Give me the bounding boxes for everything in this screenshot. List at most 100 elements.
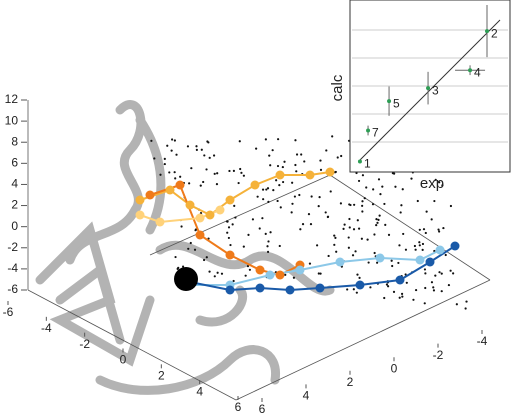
cloud-dot <box>232 279 235 283</box>
bead <box>175 180 185 190</box>
z-tick-label: 8 <box>11 134 18 148</box>
cloud-dot <box>356 219 359 222</box>
point-label: 7 <box>372 126 379 140</box>
cloud-dot <box>432 286 435 289</box>
bead <box>295 265 305 275</box>
cloud-dot <box>331 135 334 138</box>
cloud-dot <box>266 245 269 248</box>
cloud-dot <box>387 285 390 288</box>
cloud-dot <box>208 156 211 159</box>
cloud-dot <box>449 269 452 272</box>
cloud-dot <box>175 153 178 156</box>
cloud-dot <box>377 218 380 221</box>
cloud-dot <box>153 157 156 160</box>
cloud-dot <box>333 234 336 237</box>
bead <box>325 167 335 177</box>
y-tick-label: -4 <box>477 334 488 348</box>
cloud-dot <box>269 231 272 234</box>
point <box>387 99 392 104</box>
cloud-dot <box>163 162 166 166</box>
bead <box>355 280 365 290</box>
point <box>468 68 473 73</box>
cloud-dot <box>329 190 332 193</box>
cloud-dot <box>405 281 408 284</box>
cloud-dot <box>239 167 242 171</box>
cloud-dot <box>267 240 270 243</box>
x-tick-label: -6 <box>3 305 14 319</box>
cloud-dot <box>438 230 441 233</box>
cloud-dot <box>203 154 206 157</box>
cloud-dot <box>354 250 357 253</box>
cloud-dot <box>267 200 270 203</box>
cloud-dot <box>180 225 183 228</box>
cloud-dot <box>373 233 376 236</box>
cloud-dot <box>414 288 418 292</box>
cloud-dot <box>200 148 203 151</box>
cloud-dot <box>400 204 403 207</box>
z-tick-label: -2 <box>7 240 18 254</box>
cloud-dot <box>465 300 468 303</box>
cloud-dot <box>150 139 153 142</box>
cloud-dot <box>334 236 337 239</box>
cloud-dot <box>206 140 209 143</box>
point <box>426 86 431 91</box>
cloud-dot <box>418 244 421 247</box>
bead <box>165 185 175 195</box>
cloud-dot <box>215 183 219 186</box>
cloud-dot <box>205 168 208 171</box>
point-label: 4 <box>474 65 481 79</box>
bead <box>315 283 325 293</box>
cloud-dot <box>340 154 343 158</box>
cloud-dot <box>324 211 327 214</box>
cloud-dot <box>343 223 346 226</box>
cloud-dot <box>327 254 330 258</box>
x-tick-label: 0 <box>120 353 127 367</box>
x-axis-label: exp <box>420 175 444 192</box>
cloud-dot <box>397 261 400 265</box>
cloud-dot <box>174 177 177 180</box>
cloud-dot <box>227 226 231 229</box>
cloud-dot <box>348 217 351 221</box>
cloud-dot <box>264 138 267 141</box>
cloud-dot <box>231 223 234 226</box>
z-tick-label: 0 <box>11 219 18 233</box>
cloud-dot <box>282 180 285 184</box>
cloud-dot <box>208 270 211 273</box>
cloud-dot <box>348 203 351 206</box>
cloud-dot <box>424 272 427 275</box>
y-tick-label: 2 <box>347 375 354 389</box>
cloud-dot <box>310 195 313 198</box>
cloud-dot <box>361 200 364 203</box>
cloud-dot <box>319 168 323 171</box>
cloud-dot <box>278 244 281 248</box>
cloud-dot <box>264 232 267 235</box>
cloud-dot <box>216 271 219 274</box>
cloud-dot <box>187 247 190 250</box>
cloud-dot <box>293 195 296 198</box>
cloud-dot <box>269 164 272 167</box>
y-tick-label: -2 <box>433 348 444 362</box>
cloud-dot <box>391 264 394 268</box>
cloud-dot <box>266 250 270 254</box>
bead <box>265 270 275 280</box>
cloud-dot <box>271 149 274 152</box>
cloud-dot <box>413 244 417 248</box>
cloud-dot <box>189 241 192 245</box>
cloud-dot <box>361 210 364 213</box>
cloud-dot <box>404 248 408 251</box>
cloud-dot <box>371 203 375 206</box>
cloud-dot <box>240 171 243 174</box>
cloud-dot <box>369 286 372 289</box>
cloud-dot <box>401 188 404 191</box>
cloud-dot <box>292 276 296 279</box>
cloud-dot <box>170 149 173 152</box>
cloud-dot <box>277 138 280 141</box>
cloud-dot <box>347 236 350 239</box>
cloud-dot <box>181 265 185 268</box>
cloud-dot <box>316 244 319 247</box>
cloud-dot <box>425 210 428 213</box>
cloud-dot <box>440 290 443 293</box>
cloud-dot <box>301 223 305 226</box>
cloud-dot <box>339 202 343 205</box>
